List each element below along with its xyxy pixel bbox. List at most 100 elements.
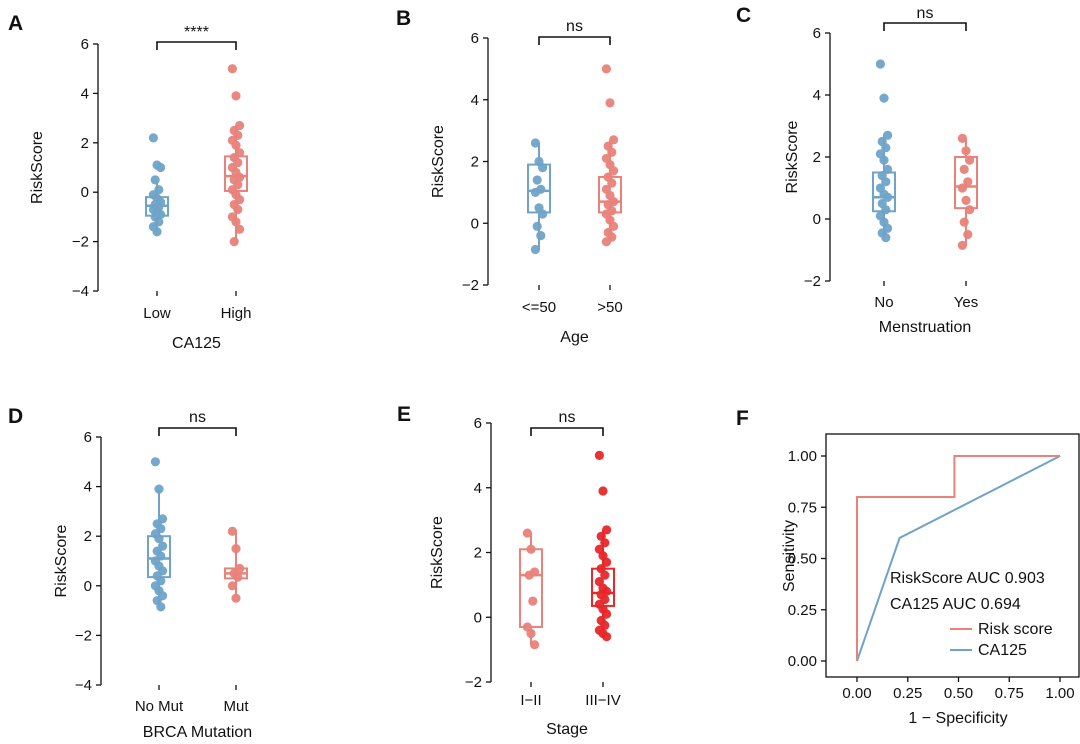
panel-f-frame xyxy=(825,433,1080,678)
panel-c-y-tick-label: −2 xyxy=(804,273,821,290)
panel-b-y-tick-label: 6 xyxy=(471,30,479,47)
panel-d-y-tick-label: 0 xyxy=(84,578,92,595)
panel-c-point xyxy=(959,217,969,227)
panel-e-point xyxy=(602,609,612,619)
panel-c-y-tick-label: 0 xyxy=(813,211,821,228)
panel-c-letter: C xyxy=(736,4,751,27)
panel-a-y-tick-label: 0 xyxy=(81,184,89,201)
panel-e: E −2 0 2 4 6 I−II III−IV Stage RiskScore ns xyxy=(397,403,621,738)
panel-b-y-tick-label: −2 xyxy=(462,277,479,294)
panel-a-y-tick-label: 2 xyxy=(81,135,89,152)
panel-a-point xyxy=(235,224,245,234)
panel-e-x-tick-label: III−IV xyxy=(585,692,620,709)
panel-c-point xyxy=(961,146,971,156)
panel-c-point xyxy=(963,177,973,187)
panel-f-auc-ca125: CA125 AUC 0.694 xyxy=(890,596,1021,613)
panel-f-x-tick-label: 0.75 xyxy=(995,685,1024,702)
panel-a-y-tick-label: 4 xyxy=(81,85,89,102)
panel-e-letter: E xyxy=(397,403,411,426)
panel-c-point xyxy=(883,164,893,174)
panel-b-point xyxy=(530,187,541,197)
panel-c: C −2 0 2 4 6 No Yes Menstruation RiskScore ns xyxy=(736,4,978,336)
panel-a-point xyxy=(150,175,160,185)
panel-c-y-label: RiskScore xyxy=(784,120,801,193)
panel-e-box xyxy=(519,548,543,628)
panel-c-point xyxy=(957,183,968,193)
panel-a-significance-label: **** xyxy=(184,24,209,41)
panel-b-x-tick-label: <=50 xyxy=(522,299,556,316)
panel-b-point xyxy=(532,221,542,231)
panel-b-y-tick-label: 4 xyxy=(471,92,479,109)
panel-b-point xyxy=(607,147,617,157)
panel-a-y-tick-label: −4 xyxy=(72,283,89,300)
panel-e-point xyxy=(600,538,610,548)
panel-b-point xyxy=(601,64,612,74)
panel-b-point xyxy=(530,244,541,255)
panel-e-y-tick-label: 0 xyxy=(474,609,482,626)
panel-b-x-label: Age xyxy=(560,329,589,346)
panel-e-point xyxy=(530,640,540,650)
panel-d-point xyxy=(156,602,166,612)
panel-e-significance-bracket xyxy=(530,427,604,436)
panel-a-x-tick-label: High xyxy=(221,305,252,322)
panel-c-point xyxy=(961,195,971,205)
panel-c-point xyxy=(957,133,968,143)
panel-b-y-tick-label: 2 xyxy=(471,154,479,171)
panel-d-y-tick-label: 4 xyxy=(84,479,92,496)
panel-a-x-tick-label: Low xyxy=(143,305,171,322)
panel-a-x-label: CA125 xyxy=(172,335,221,352)
panel-c-point xyxy=(959,164,969,174)
panel-a-point xyxy=(148,133,158,143)
panel-e-point xyxy=(594,450,605,460)
panel-b-point xyxy=(538,163,548,173)
panel-b-point xyxy=(601,237,612,247)
panel-c-y-tick-label: 4 xyxy=(813,87,821,104)
panel-a-letter: A xyxy=(8,12,23,35)
panel-e-point xyxy=(524,570,534,580)
panel-e-y-tick-label: 2 xyxy=(474,545,482,562)
panel-b-letter: B xyxy=(396,7,411,30)
panel-b-point xyxy=(609,166,619,176)
panel-c-x-tick-label: Yes xyxy=(954,294,978,311)
panel-f-y-tick-label: 0.50 xyxy=(788,551,817,568)
panel-f-x-tick-label: 1.00 xyxy=(1045,685,1074,702)
panel-c-point xyxy=(881,233,891,243)
panel-b-y-tick-label: 0 xyxy=(471,215,479,232)
panel-a-y-label: RiskScore xyxy=(29,131,46,204)
panel-f-y-tick-label: 1.00 xyxy=(788,448,817,465)
panel-d-point xyxy=(231,544,241,554)
panel-b-point xyxy=(607,178,617,188)
panel-d-point xyxy=(154,484,164,494)
panel-b: B −2 0 2 4 6 <=50 >50 Age RiskScore ns xyxy=(396,7,623,346)
panel-f-legend-label: Risk score xyxy=(978,621,1053,638)
panel-c-x-label: Menstruation xyxy=(879,319,972,336)
panel-a-y-tick-label: −2 xyxy=(72,234,89,251)
panel-d-point xyxy=(231,593,241,603)
panel-e-point xyxy=(522,528,533,538)
panel-d-y-tick-label: 2 xyxy=(84,528,92,545)
panel-d-y-tick-label: 6 xyxy=(84,429,92,446)
panel-d-point xyxy=(227,581,237,591)
panel-c-y-tick-label: 6 xyxy=(813,25,821,42)
panel-c-point xyxy=(883,192,893,202)
panel-d-point xyxy=(150,457,160,467)
panel-e-point xyxy=(600,570,610,580)
panel-c-point xyxy=(881,205,891,215)
panel-e-y-tick-label: 6 xyxy=(474,415,482,432)
panel-c-y-tick-label: 2 xyxy=(813,149,821,166)
panel-c-point xyxy=(883,130,893,140)
panel-c-point xyxy=(965,205,975,215)
panel-d: D −4 −2 0 2 4 6 No Mut Mut BRCA Mutation RiskScore… xyxy=(8,405,252,741)
panel-c-point xyxy=(881,177,891,187)
panel-a-point xyxy=(231,91,241,101)
panel-c-significance-label: ns xyxy=(917,5,934,22)
panel-f-y-label: Sensitivity xyxy=(781,520,798,592)
panel-f-x-label: 1 − Specificity xyxy=(908,710,1007,727)
panel-f-legend-label: CA125 xyxy=(978,642,1027,659)
panel-e-significance-label: ns xyxy=(559,409,576,426)
panel-f-y-tick-label: 0.75 xyxy=(788,499,817,516)
panel-d-x-label: BRCA Mutation xyxy=(143,724,252,741)
panel-e-point xyxy=(602,557,612,567)
